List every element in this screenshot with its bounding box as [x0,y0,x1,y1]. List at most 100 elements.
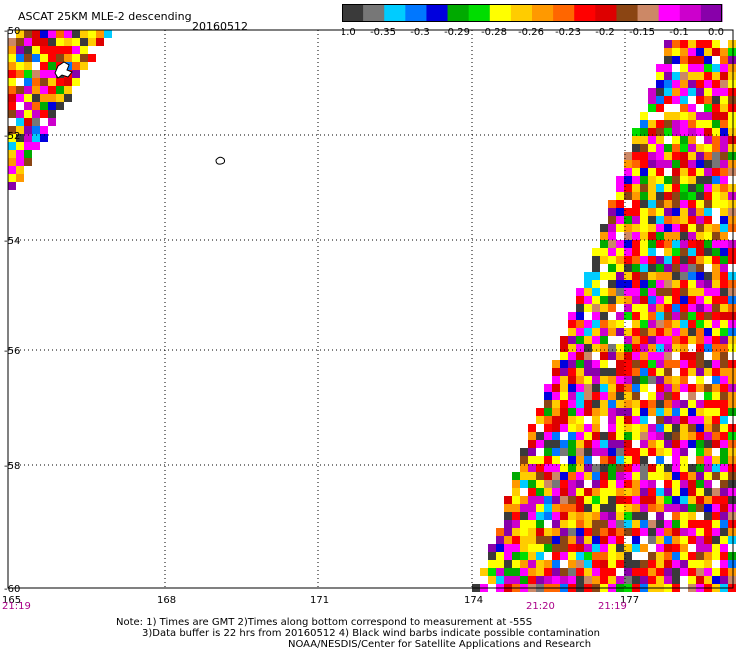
data-cell [688,568,696,576]
data-cell [576,568,584,576]
data-cell [672,272,680,280]
data-cell [640,480,648,488]
data-cell [624,360,632,368]
data-cell [648,320,656,328]
data-cell [608,520,616,528]
data-cell [696,192,704,200]
data-cell [712,456,720,464]
data-cell [8,30,16,38]
data-cell [656,416,664,424]
data-cell [592,424,600,432]
data-cell [616,536,624,544]
data-cell [712,560,720,568]
data-cell [728,424,736,432]
data-cell [688,232,696,240]
data-cell [592,400,600,408]
data-cell [552,464,560,472]
data-cell [712,208,720,216]
data-cell [704,400,712,408]
data-cell [728,336,736,344]
data-cell [608,304,616,312]
data-cell [632,440,640,448]
data-cell [608,560,616,568]
data-cell [672,248,680,256]
data-cell [56,46,64,54]
data-cell [720,96,728,104]
data-cell [664,112,672,120]
data-cell [704,568,712,576]
data-cell [568,352,576,360]
data-cell [552,528,560,536]
data-cell [608,416,616,424]
colorbar-label: -0.3 [410,27,430,38]
data-cell [592,480,600,488]
data-cell [648,248,656,256]
data-cell [32,94,40,102]
data-cell [48,70,56,78]
data-cell [640,288,648,296]
data-cell [592,496,600,504]
data-cell [624,464,632,472]
data-cell [680,424,688,432]
data-cell [488,568,496,576]
data-cell [728,568,736,576]
data-cell [632,448,640,456]
data-cell [592,304,600,312]
data-cell [560,400,568,408]
data-cell [608,360,616,368]
data-cell [632,528,640,536]
data-cell [592,352,600,360]
data-cell [504,528,512,536]
data-cell [72,70,80,78]
data-cell [600,400,608,408]
data-cell [728,400,736,408]
data-cell [608,288,616,296]
data-cell [648,496,656,504]
data-cell [728,96,736,104]
data-cell [720,200,728,208]
data-cell [520,528,528,536]
data-cell [720,424,728,432]
data-cell [528,528,536,536]
data-cell [600,264,608,272]
data-cell [696,576,704,584]
data-cell [680,88,688,96]
data-cell [688,120,696,128]
data-cell [624,176,632,184]
data-cell [696,512,704,520]
data-cell [680,120,688,128]
data-cell [688,136,696,144]
data-cell [728,80,736,88]
data-cell [728,72,736,80]
data-cell [656,272,664,280]
data-cell [568,560,576,568]
data-cell [560,560,568,568]
data-cell [672,176,680,184]
data-cell [688,528,696,536]
data-cell [696,184,704,192]
data-cell [48,62,56,70]
data-cell [728,280,736,288]
data-cell [712,576,720,584]
data-cell [672,520,680,528]
data-cell [728,256,736,264]
data-cell [672,512,680,520]
data-cell [496,576,504,584]
data-cell [600,408,608,416]
data-cell [648,336,656,344]
data-cell [560,408,568,416]
data-cell [496,544,504,552]
data-cell [640,456,648,464]
data-cell [592,408,600,416]
data-cell [96,38,104,46]
data-cell [40,30,48,38]
data-cell [568,456,576,464]
data-cell [696,232,704,240]
data-cell [680,488,688,496]
data-cell [592,504,600,512]
data-cell [712,104,720,112]
data-cell [720,352,728,360]
data-cell [672,168,680,176]
data-cell [688,576,696,584]
data-cell [720,456,728,464]
